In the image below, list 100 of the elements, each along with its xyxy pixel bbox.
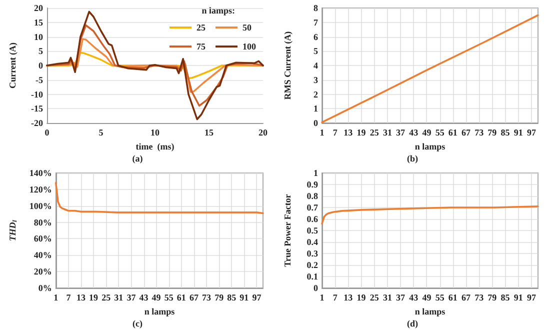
y-tick-label: 0.8 — [306, 191, 318, 201]
y-axis-title: RMS Current (A) — [282, 31, 292, 100]
x-tick-label: 85 — [227, 292, 237, 302]
y-tick-label: 0.6 — [306, 214, 318, 224]
x-tick-label: 7 — [66, 292, 72, 302]
x-tick-label: 61 — [176, 292, 186, 302]
x-tick-label: 67 — [462, 292, 471, 302]
legend-label: 100 — [242, 42, 256, 52]
x-tick-label: 55 — [435, 128, 445, 138]
text: (c) — [132, 318, 143, 328]
x-tick-label: 13 — [344, 128, 354, 138]
x-tick-label: 79 — [488, 292, 498, 302]
x-tick-label: 67 — [189, 292, 199, 302]
x-tick-label: 91 — [240, 292, 250, 302]
x-tick-label: 97 — [526, 292, 536, 302]
y-tick-label: 3 — [314, 74, 318, 85]
y-tick-label: 6 — [314, 32, 318, 42]
y-tick-label: 20 — [34, 3, 44, 13]
x-tick-label: 19 — [89, 292, 99, 302]
x-axis-title: n lamps — [414, 306, 446, 316]
text: (d) — [407, 318, 418, 328]
y-tick-label: 8 — [314, 3, 318, 13]
y-tick-label: 1 — [314, 168, 318, 178]
x-tick-label: 73 — [474, 128, 484, 138]
x-tick-label: 73 — [202, 292, 212, 302]
text: (b) — [407, 154, 418, 164]
x-tick-label: 19 — [356, 128, 366, 138]
y-tick-label: 0.3 — [306, 248, 318, 258]
line-series — [46, 24, 264, 107]
y-tick-label: 7 — [314, 17, 318, 28]
x-tick-label: 10 — [150, 128, 160, 138]
x-tick-label: 97 — [252, 292, 262, 302]
x-axis-title: time (ms) — [136, 141, 174, 152]
x-tick-label: 85 — [500, 128, 510, 138]
x-tick-label: 37 — [396, 292, 406, 302]
y-tick-label: 0 — [314, 118, 318, 128]
x-tick-label: 49 — [422, 292, 432, 302]
y-tick-label: 60% — [34, 234, 52, 244]
y-tick-label: 15 — [34, 17, 44, 28]
x-tick-label: 55 — [164, 292, 174, 302]
y-tick-label: 0.9 — [306, 180, 318, 190]
x-tick-label: 13 — [76, 292, 86, 302]
x-tick-label: 15 — [204, 128, 214, 138]
y-tick-label: 0% — [38, 283, 52, 293]
legend-label: 50 — [242, 22, 252, 32]
text: (a) — [132, 154, 143, 164]
x-axis-title: n lamps — [144, 306, 176, 316]
x-tick-label: 97 — [526, 128, 536, 138]
x-tick-label: 73 — [474, 292, 484, 302]
x-tick-label: 31 — [382, 128, 392, 138]
y-tick-label: 2 — [314, 89, 318, 100]
x-tick-label: 37 — [126, 292, 136, 302]
x-tick-label: 49 — [422, 128, 432, 138]
x-tick-label: 5 — [98, 128, 104, 138]
y-tick-label: 20% — [34, 266, 52, 277]
x-tick-label: 37 — [396, 128, 406, 138]
y-tick-label: 0.4 — [306, 237, 318, 247]
legend-label: 75 — [196, 42, 206, 52]
y-tick-label: 120% — [29, 184, 52, 194]
y-tick-label: 10 — [34, 32, 44, 42]
x-tick-label: 67 — [462, 128, 471, 138]
y-tick-label: 80% — [34, 217, 52, 228]
y-tick-label: 0.7 — [306, 202, 318, 212]
y-tick-label: 5 — [314, 46, 318, 56]
y-tick-label: -20 — [31, 118, 44, 128]
y-axis-title: Current (A) — [8, 42, 18, 89]
x-tick-label: 79 — [488, 128, 498, 138]
y-tick-label: 0.5 — [306, 226, 318, 236]
y-tick-label: 0 — [314, 283, 318, 293]
x-tick-label: 19 — [356, 292, 366, 302]
x-tick-label: 43 — [409, 128, 419, 138]
x-axis-title: n lamps — [414, 141, 446, 152]
y-tick-label: 4 — [314, 60, 318, 70]
x-tick-label: 20 — [258, 128, 268, 138]
y-tick-label: 140% — [29, 168, 52, 178]
y-tick-label: 5 — [38, 46, 44, 56]
x-tick-label: 61 — [448, 128, 458, 138]
x-tick-label: 49 — [152, 292, 162, 302]
x-tick-label: 43 — [139, 292, 149, 302]
y-axis-title: True Power Factor — [282, 194, 292, 267]
x-tick-label: 61 — [448, 292, 458, 302]
legend-title: n lamps: — [202, 6, 236, 16]
x-tick-label: 55 — [435, 292, 445, 302]
x-tick-label: 91 — [514, 128, 524, 138]
x-tick-label: 25 — [370, 128, 380, 138]
line-series — [55, 182, 264, 214]
x-tick-label: 7 — [332, 128, 338, 138]
legend-label: 25 — [196, 22, 206, 32]
x-tick-label: 79 — [214, 292, 224, 302]
x-tick-label: 7 — [332, 292, 338, 302]
x-tick-label: 31 — [382, 292, 392, 302]
y-tick-label: -15 — [31, 104, 44, 114]
line-series — [46, 38, 264, 93]
y-tick-label: 0.1 — [306, 272, 318, 282]
x-tick-label: 25 — [102, 292, 112, 302]
y-tick-label: 100% — [29, 200, 52, 211]
y-tick-label: 1 — [314, 104, 318, 114]
x-tick-label: 25 — [370, 292, 380, 302]
x-tick-label: 31 — [114, 292, 124, 302]
y-tick-label: 0.2 — [306, 260, 318, 270]
